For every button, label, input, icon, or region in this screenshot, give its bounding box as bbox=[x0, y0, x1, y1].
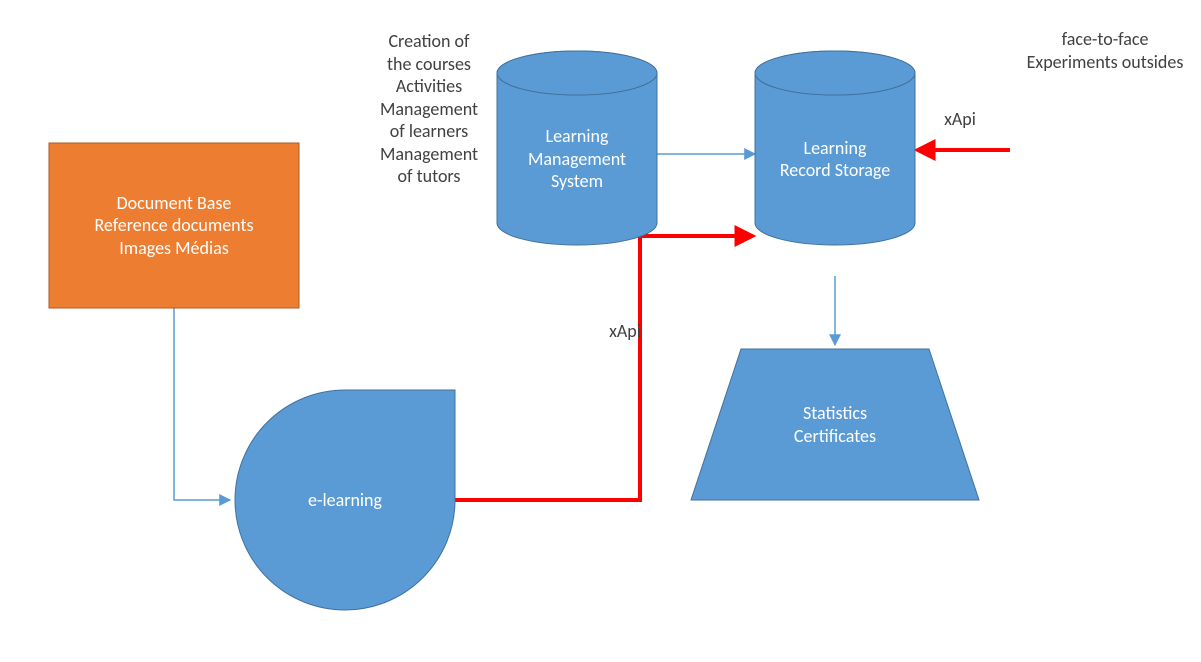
lms_side: Creation of the courses Activities Manag… bbox=[344, 30, 514, 220]
xapi_mid: xApi bbox=[595, 320, 655, 344]
edge-doc_to_elearning bbox=[174, 308, 230, 500]
face_to_face: face-to-face Experiments outsides bbox=[1000, 28, 1201, 88]
lrs-label: Learning Record Storage bbox=[755, 95, 915, 223]
stats-label: Statistics Certificates bbox=[691, 349, 979, 500]
elearning-label: e-learning bbox=[235, 480, 455, 520]
lms-label: Learning Management System bbox=[497, 95, 657, 223]
docbase-label: Document Base Reference documents Images… bbox=[49, 143, 299, 308]
xapi_top: xApi bbox=[930, 108, 990, 132]
